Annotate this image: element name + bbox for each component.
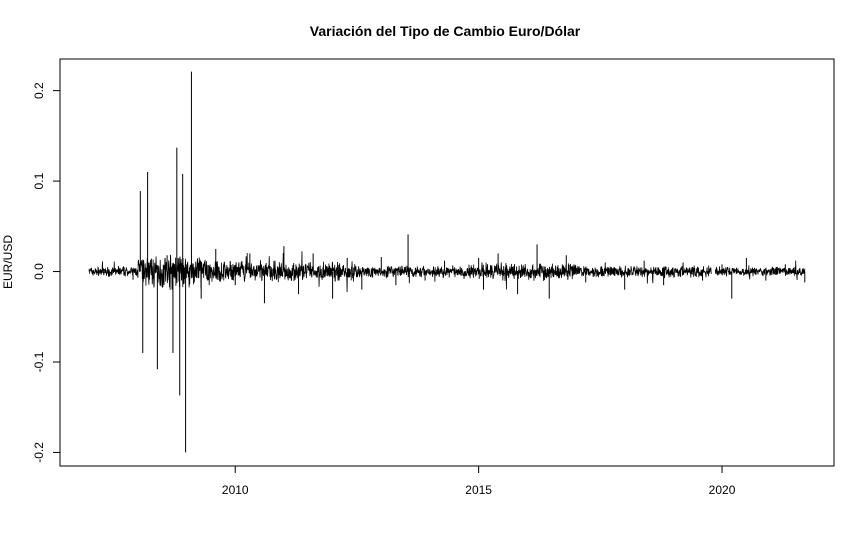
x-axis: 2010 2015 2020: [222, 466, 736, 497]
y-tick-label: 0.1: [32, 172, 46, 189]
series-layer: [88, 71, 806, 453]
y-tick-label: 0.0: [32, 263, 46, 280]
y-tick-label: 0.2: [32, 82, 46, 99]
series-line: [714, 260, 806, 281]
x-tick-label: 2020: [709, 483, 736, 497]
chart-title: Variación del Tipo de Cambio Euro/Dólar: [310, 23, 581, 39]
y-tick-label: -0.1: [32, 351, 46, 372]
y-axis: -0.2 -0.1 0.0 0.1 0.2: [32, 82, 60, 463]
y-tick-label: -0.2: [32, 442, 46, 463]
y-axis-label: EUR/USD: [1, 235, 15, 289]
plot-frame: [59, 58, 835, 467]
x-tick-label: 2010: [222, 483, 249, 497]
series-line: [88, 251, 712, 293]
x-tick-label: 2015: [465, 483, 492, 497]
